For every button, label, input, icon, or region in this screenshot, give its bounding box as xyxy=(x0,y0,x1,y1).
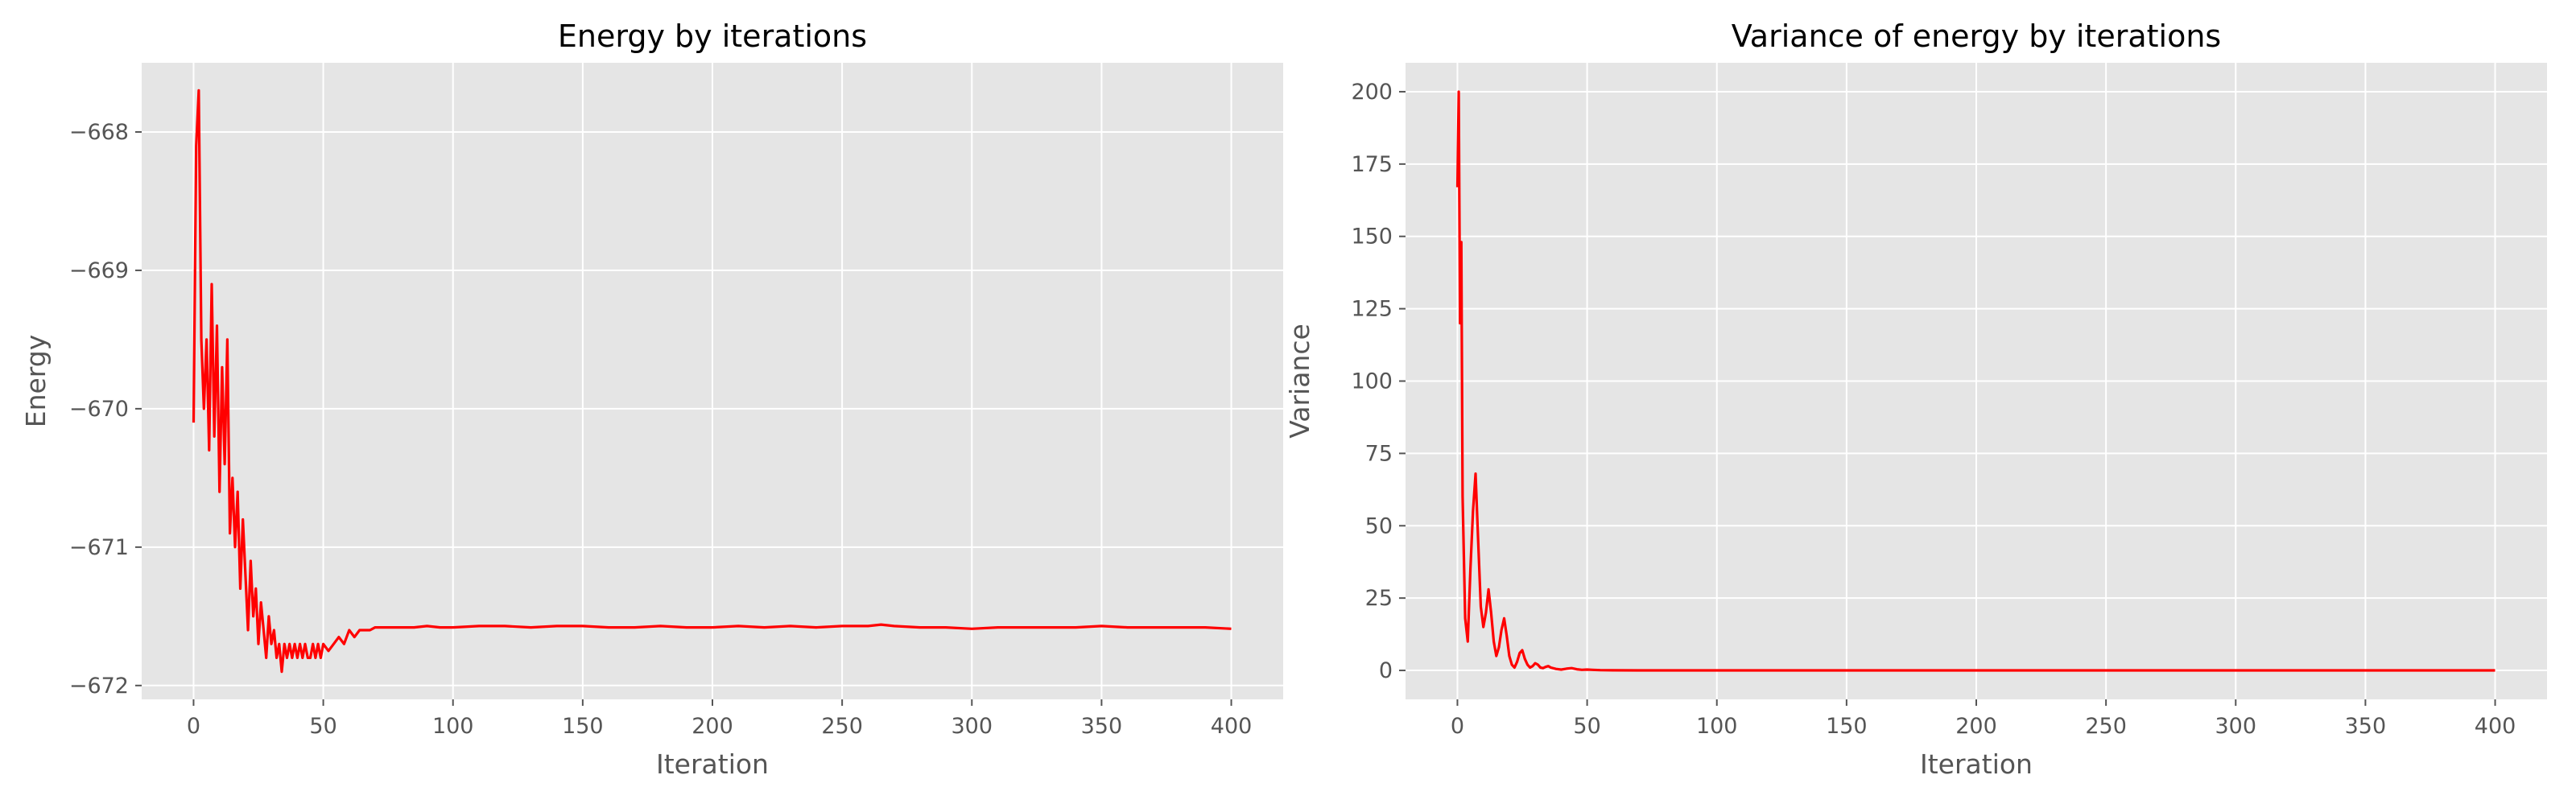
chart-2: 0 50 100 150 200 250 300 350 400 0 25 50 75 100 125 150… xyxy=(1284,19,2547,780)
chart-2-x-tick-label: 50 xyxy=(1573,714,1600,739)
chart-1-x-tick-label: 400 xyxy=(1211,714,1253,739)
chart-1-series-line xyxy=(192,89,1232,674)
chart-1-x-tick-label: 100 xyxy=(432,714,474,739)
chart-2-x-axis-label: Iteration xyxy=(1920,748,2033,780)
chart-2-y-tick-label: 125 xyxy=(1351,297,1393,322)
chart-2-y-axis-label: Variance xyxy=(1284,324,1315,439)
chart-1: 0 50 100 150 200 250 300 350 400 −668 −669 −670 −671… xyxy=(20,19,1283,780)
chart-1-y-tick-label: −672 xyxy=(69,674,129,699)
chart-1-x-tick-label: 150 xyxy=(562,714,604,739)
chart-1-y-tick-label: −671 xyxy=(69,535,129,560)
chart-2-x-tick-label: 400 xyxy=(2475,714,2516,739)
chart-2-y-tick-label: 200 xyxy=(1351,80,1393,105)
chart-1-y-tick-label: −669 xyxy=(69,258,129,283)
chart-2-series-line xyxy=(1455,90,2496,672)
chart-1-x-tick-label: 200 xyxy=(691,714,733,739)
chart-2-x-tick-label: 0 xyxy=(1451,714,1464,739)
chart-2-y-tick-label: 0 xyxy=(1379,658,1393,683)
chart-2-x-tick-label: 250 xyxy=(2085,714,2127,739)
chart-2-y-tick-label: 50 xyxy=(1365,513,1393,538)
chart-2-y-tick-label: 100 xyxy=(1351,369,1393,394)
chart-2-x-tick-label: 300 xyxy=(2215,714,2256,739)
chart-2-x-tick-label: 200 xyxy=(1955,714,1997,739)
chart-2-title: Variance of energy by iterations xyxy=(1732,19,2221,54)
chart-1-x-tick-label: 0 xyxy=(187,714,200,739)
chart-1-x-tick-label: 350 xyxy=(1081,714,1123,739)
chart-1-y-tick-label: −670 xyxy=(69,397,129,422)
chart-2-y-tick-label: 175 xyxy=(1351,152,1393,177)
chart-1-x-axis-label: Iteration xyxy=(656,748,769,780)
chart-2-x-tick-label: 100 xyxy=(1696,714,1738,739)
chart-1-x-tick-label: 300 xyxy=(951,714,993,739)
chart-1-title: Energy by iterations xyxy=(558,19,867,54)
chart-1-x-tick-label: 250 xyxy=(821,714,863,739)
chart-2-y-tick-label: 75 xyxy=(1365,441,1393,466)
chart-2-y-tick-label: 150 xyxy=(1351,225,1393,249)
chart-1-y-tick-label: −668 xyxy=(69,120,129,145)
chart-1-x-tick-label: 50 xyxy=(309,714,336,739)
chart-1-y-axis-label: Energy xyxy=(20,335,52,428)
chart-2-y-tick-label: 25 xyxy=(1365,586,1393,611)
chart-2-x-tick-label: 150 xyxy=(1826,714,1868,739)
chart-2-x-tick-label: 350 xyxy=(2345,714,2387,739)
